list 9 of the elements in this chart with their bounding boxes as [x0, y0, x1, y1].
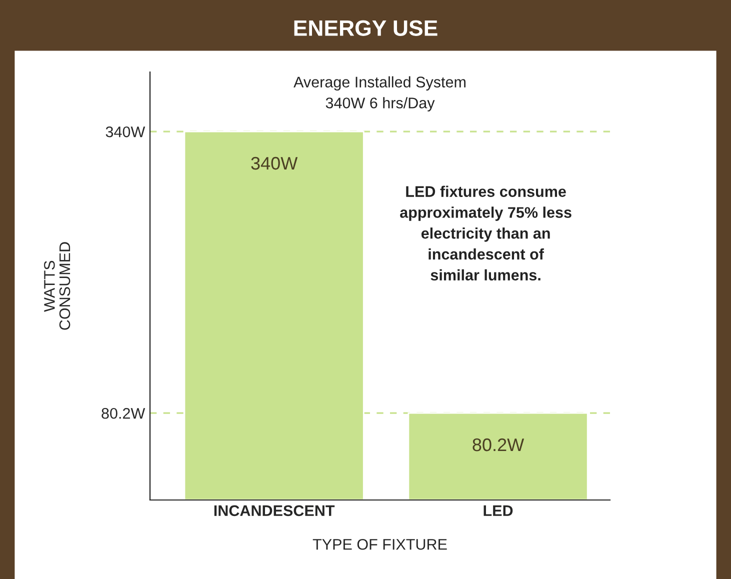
x-tick-label: LED — [484, 505, 513, 516]
y-axis-title: WATTS CONSUMED — [44, 242, 70, 330]
chart-title: ENERGY USE — [294, 20, 438, 36]
x-axis-title: TYPE OF FIXTURE — [312, 538, 447, 550]
data-label: 80.2W — [472, 438, 524, 452]
x-tick-label: INCANDESCENT — [214, 505, 335, 516]
annotation: LED fixtures consume approximately 75% less electricity than an incandescent of similar lumens. — [400, 186, 572, 281]
annotation: Average Installed System 340W 6 hrs/Day — [294, 76, 466, 112]
data-label: 340W — [251, 156, 298, 170]
